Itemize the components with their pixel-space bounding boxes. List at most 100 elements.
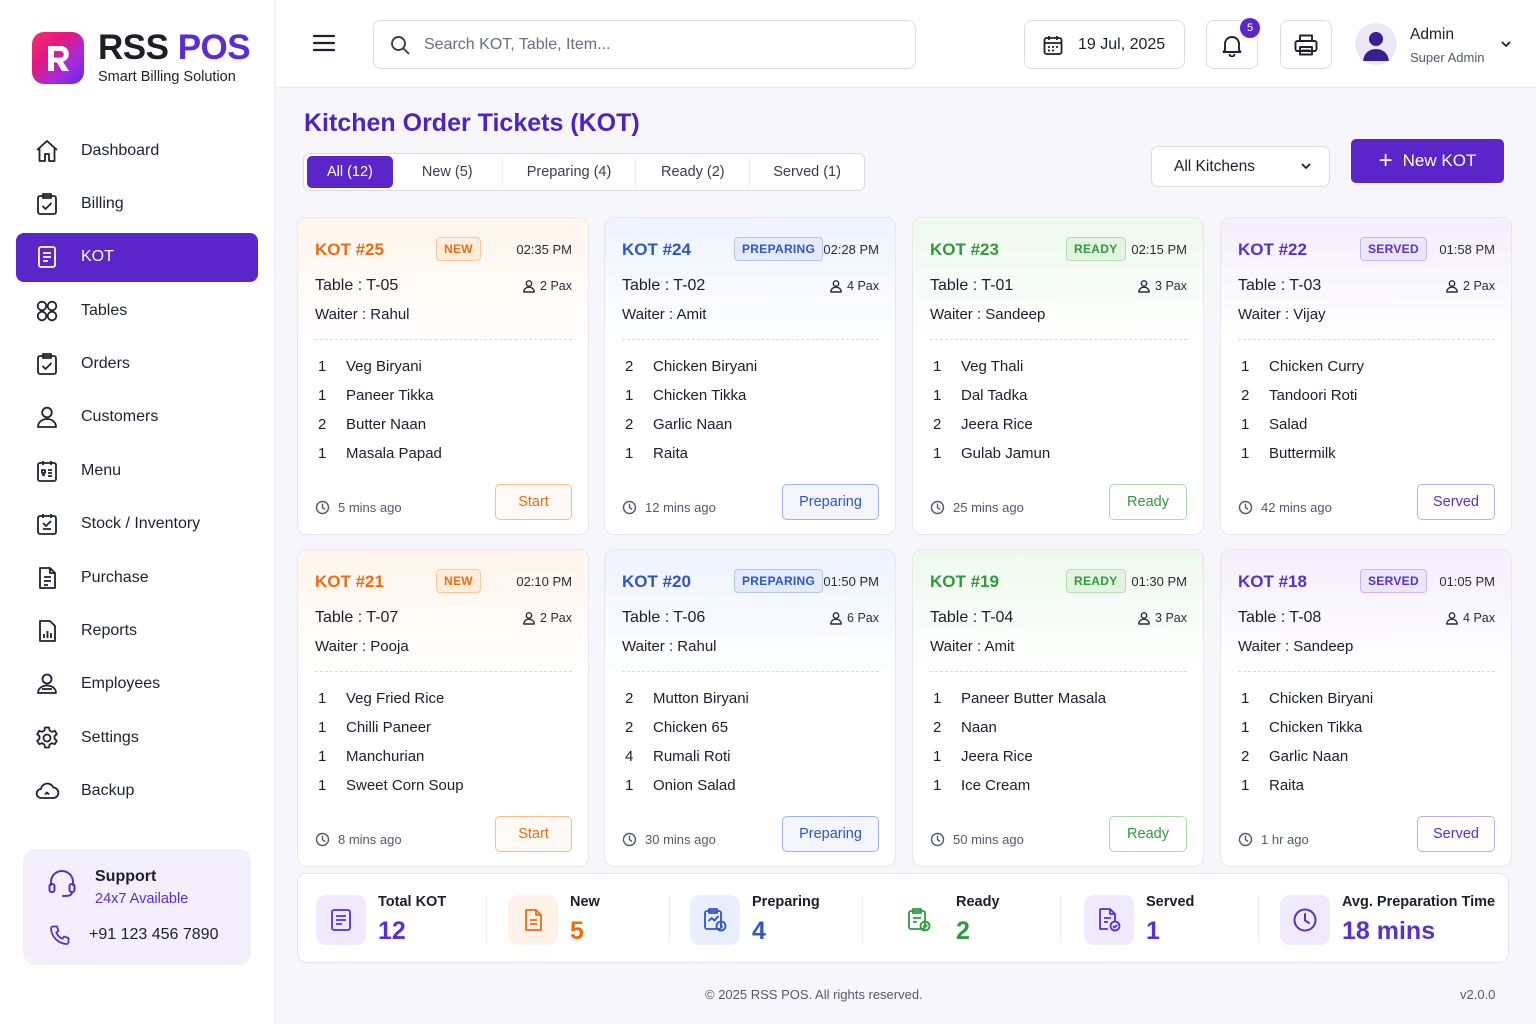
kot-action-button[interactable]: Start [495,484,572,520]
kot-action-button[interactable]: Preparing [782,816,879,852]
waiter-label: Waiter : [930,306,982,323]
kot-waiter: Waiter : Sandeep [1238,638,1353,655]
tab-all[interactable]: All (12) [307,156,393,188]
plus-icon: + [1378,147,1393,174]
kot-action-button[interactable]: Ready [1109,816,1187,852]
user-icon [829,611,847,625]
kot-item: 1 Veg Thali [933,352,1187,381]
kot-action-button[interactable]: Served [1417,484,1495,520]
clock-icon [1280,895,1330,945]
kot-number: KOT #23 [930,240,999,259]
sidebar-item-label: Orders [81,355,130,373]
tab-preparing[interactable]: Preparing (4) [503,156,637,188]
kot-card[interactable]: KOT #24 PREPARING 02:28 PM Table : T-02 … [604,217,896,535]
user-icon [1137,611,1155,625]
support-phone[interactable]: +91 123 456 7890 [89,926,219,943]
waiter-label: Waiter : [622,306,674,323]
tab-ready[interactable]: Ready (2) [636,156,751,188]
tab-served[interactable]: Served (1) [773,164,841,180]
clock-icon [622,500,645,515]
kot-item: 1 Chilli Paneer [318,713,572,742]
waiter-label: Waiter : [930,638,982,655]
sidebar-item-stock-inventory[interactable]: Stock / Inventory [16,500,258,549]
kot-item: 2 Butter Naan [318,410,572,439]
kot-card[interactable]: KOT #22 SERVED 01:58 PM Table : T-03 2 P… [1220,217,1512,535]
user-name[interactable]: Admin [1410,26,1454,43]
sidebar-item-settings[interactable]: Settings [16,713,258,762]
sidebar-item-orders[interactable]: Orders [16,340,258,389]
item-qty: 2 [625,358,634,375]
notification-count-badge: 5 [1240,18,1260,38]
chevron-down-icon[interactable] [1500,39,1512,49]
stat-value: 18 mins [1342,917,1436,945]
sidebar-item-customers[interactable]: Customers [16,393,258,442]
item-name: Ice Cream [961,777,1031,794]
kot-item: 2 Chicken Biryani [625,352,879,381]
hamburger-menu-icon[interactable] [312,33,336,53]
search-icon [390,35,410,55]
sidebar-item-reports[interactable]: Reports [16,607,258,656]
kitchen-filter-value: All Kitchens [1174,157,1255,175]
kot-item: 2 Garlic Naan [1241,742,1495,771]
kot-card[interactable]: KOT #25 NEW 02:35 PM Table : T-05 2 Pax … [297,217,589,535]
date-picker[interactable]: 19 Jul, 2025 [1024,20,1185,69]
item-qty: 1 [318,748,327,765]
divider [862,896,863,942]
item-name: Salad [1269,416,1308,433]
kitchen-filter-select[interactable]: All Kitchens [1151,146,1330,187]
sidebar-item-kot[interactable]: KOT [16,232,258,282]
kot-action-button[interactable]: Served [1417,816,1495,852]
item-name: Mutton Biryani [653,690,749,707]
kot-card[interactable]: KOT #20 PREPARING 01:50 PM Table : T-06 … [604,549,896,867]
divider [1238,671,1495,672]
status-badge: PREPARING [734,237,824,261]
home-icon [34,138,60,164]
kot-item-list: 1 Chicken Curry 2 Tandoori Roti 1 Salad 1 Butte… [1241,352,1495,468]
kot-card[interactable]: KOT #23 READY 02:15 PM Table : T-01 3 Pa… [912,217,1204,535]
sidebar-item-tables[interactable]: Tables [16,286,258,335]
table-label: Table : [930,609,978,626]
waiter-label: Waiter : [315,638,367,655]
sidebar-item-employees[interactable]: Employees [16,660,258,709]
kot-item: 1 Chicken Tikka [625,381,879,410]
item-qty: 1 [318,719,327,736]
elapsed-time: 12 mins ago [645,500,716,515]
sidebar-item-dashboard[interactable]: Dashboard [16,126,258,175]
notifications-button[interactable]: 5 [1206,18,1260,69]
print-button[interactable] [1280,20,1332,69]
sidebar-nav: Dashboard Billing KOT Tables Orders Cust… [16,126,258,820]
kot-card[interactable]: KOT #18 SERVED 01:05 PM Table : T-08 4 P… [1220,549,1512,867]
stat-value: 5 [570,917,584,945]
kot-elapsed: 1 hr ago [1238,832,1309,847]
status-badge: PREPARING [734,569,824,593]
kot-card[interactable]: KOT #21 NEW 02:10 PM Table : T-07 2 Pax … [297,549,589,867]
table-label: Table : [1238,609,1286,626]
kot-pax: 3 Pax [1137,279,1187,293]
kot-item-list: 1 Veg Thali 1 Dal Tadka 2 Jeera Rice 1 Gulab Ja… [933,352,1187,468]
avatar[interactable] [1355,23,1397,65]
sidebar-item-purchase[interactable]: Purchase [16,553,258,602]
clipboard-check-icon [894,895,944,945]
tab-new[interactable]: New (5) [393,156,503,188]
sidebar-item-backup[interactable]: Backup [16,767,258,816]
item-name: Veg Biryani [346,358,422,375]
logo[interactable]: RSS POS Smart Billing Solution [32,30,251,85]
kot-table: Table : T-06 [622,609,705,627]
item-name: Raita [1269,777,1305,794]
kot-elapsed: 8 mins ago [315,832,402,847]
sidebar-item-label: Settings [81,728,139,746]
search-box[interactable] [373,20,916,69]
item-qty: 2 [933,416,942,433]
search-input[interactable] [424,35,864,54]
item-name: Veg Thali [961,358,1024,375]
new-kot-button[interactable]: + New KOT [1351,139,1504,183]
clock-icon [930,500,953,515]
sidebar-item-menu[interactable]: Menu [16,446,258,495]
kot-elapsed: 25 mins ago [930,500,1024,515]
kot-action-button[interactable]: Start [495,816,572,852]
kot-action-button[interactable]: Preparing [782,484,879,520]
sidebar-item-billing[interactable]: Billing [16,179,258,228]
kot-card[interactable]: KOT #19 READY 01:30 PM Table : T-04 3 Pa… [912,549,1204,867]
elapsed-time: 42 mins ago [1261,500,1332,515]
kot-action-button[interactable]: Ready [1109,484,1187,520]
